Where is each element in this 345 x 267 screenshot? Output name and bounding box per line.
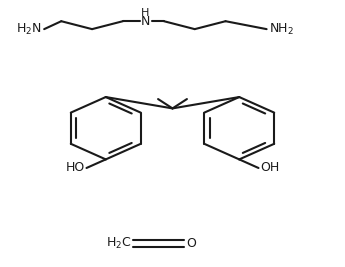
Text: O: O: [186, 237, 196, 250]
Text: H: H: [141, 8, 149, 18]
Text: H$_2$N: H$_2$N: [16, 22, 42, 37]
Text: OH: OH: [260, 162, 279, 174]
Text: NH$_2$: NH$_2$: [269, 22, 294, 37]
Text: HO: HO: [66, 162, 85, 174]
Text: H$_2$C: H$_2$C: [106, 235, 131, 251]
Text: N: N: [140, 15, 150, 28]
